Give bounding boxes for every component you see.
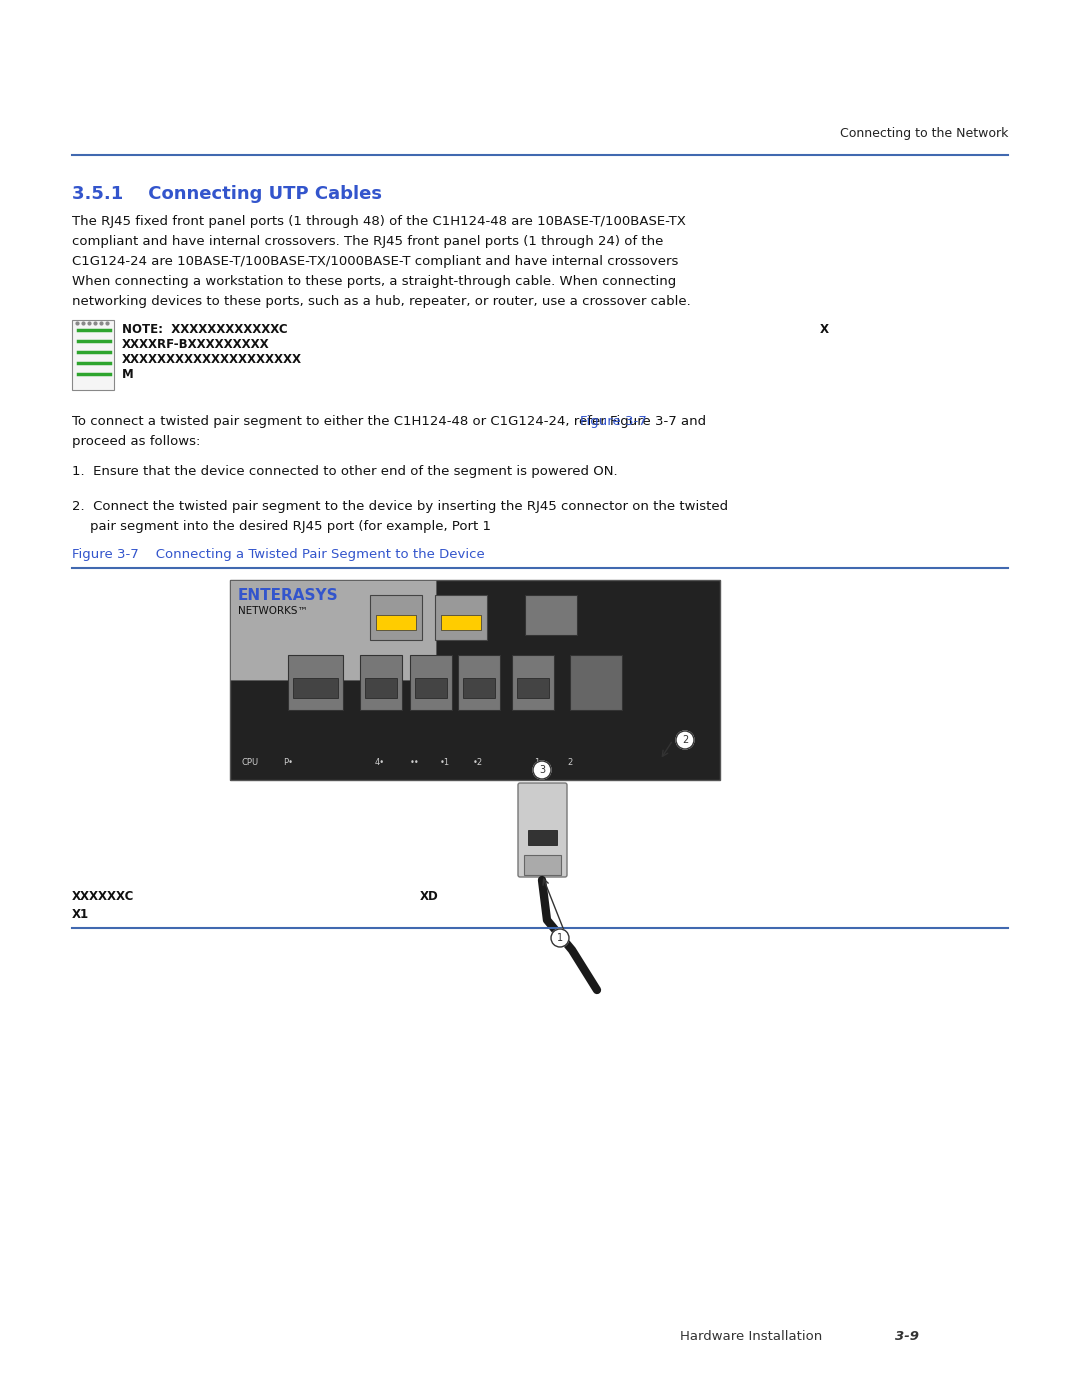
Text: C1G124-24 are 10BASE-T/100BASE-TX/1000BASE-T compliant and have internal crossov: C1G124-24 are 10BASE-T/100BASE-TX/1000BA… bbox=[72, 256, 678, 268]
FancyBboxPatch shape bbox=[458, 655, 500, 710]
Text: Hardware Installation: Hardware Installation bbox=[680, 1330, 822, 1343]
Text: 1: 1 bbox=[535, 759, 540, 767]
FancyBboxPatch shape bbox=[463, 678, 495, 698]
FancyBboxPatch shape bbox=[230, 580, 436, 680]
Text: 2: 2 bbox=[567, 759, 572, 767]
Text: 3-9: 3-9 bbox=[895, 1330, 919, 1343]
FancyBboxPatch shape bbox=[528, 830, 557, 845]
FancyBboxPatch shape bbox=[72, 320, 114, 390]
Text: XXXXXXC: XXXXXXC bbox=[72, 890, 134, 902]
Text: CPU: CPU bbox=[242, 759, 258, 767]
Text: NETWORKS™: NETWORKS™ bbox=[238, 606, 308, 616]
Text: The RJ45 fixed front panel ports (1 through 48) of the C1H124-48 are 10BASE-T/10: The RJ45 fixed front panel ports (1 thro… bbox=[72, 215, 686, 228]
Text: 3: 3 bbox=[539, 766, 545, 775]
FancyBboxPatch shape bbox=[524, 855, 561, 875]
FancyBboxPatch shape bbox=[517, 678, 549, 698]
Text: NOTE:  XXXXXXXXXXXXC: NOTE: XXXXXXXXXXXXC bbox=[122, 323, 287, 337]
Text: X: X bbox=[820, 323, 829, 337]
Text: 2.  Connect the twisted pair segment to the device by inserting the RJ45 connect: 2. Connect the twisted pair segment to t… bbox=[72, 500, 728, 513]
Text: Figure 3-7: Figure 3-7 bbox=[580, 415, 647, 427]
FancyBboxPatch shape bbox=[370, 595, 422, 640]
FancyBboxPatch shape bbox=[230, 580, 720, 780]
Text: pair segment into the desired RJ45 port (for example, Port 1: pair segment into the desired RJ45 port … bbox=[90, 520, 491, 534]
FancyBboxPatch shape bbox=[365, 678, 397, 698]
Text: networking devices to these ports, such as a hub, repeater, or router, use a cro: networking devices to these ports, such … bbox=[72, 295, 691, 307]
Text: M: M bbox=[122, 367, 134, 381]
Circle shape bbox=[676, 731, 694, 749]
FancyBboxPatch shape bbox=[570, 655, 622, 710]
FancyBboxPatch shape bbox=[518, 782, 567, 877]
FancyBboxPatch shape bbox=[512, 655, 554, 710]
Text: 1.  Ensure that the device connected to other end of the segment is powered ON.: 1. Ensure that the device connected to o… bbox=[72, 465, 618, 478]
Text: When connecting a workstation to these ports, a straight-through cable. When con: When connecting a workstation to these p… bbox=[72, 275, 676, 288]
FancyBboxPatch shape bbox=[376, 615, 416, 630]
Text: 3.5.1    Connecting UTP Cables: 3.5.1 Connecting UTP Cables bbox=[72, 184, 382, 203]
Text: 4•: 4• bbox=[375, 759, 386, 767]
Text: X1: X1 bbox=[72, 908, 90, 921]
Text: Connecting to the Network: Connecting to the Network bbox=[839, 127, 1008, 140]
Text: ••: •• bbox=[410, 759, 420, 767]
Text: •1: •1 bbox=[440, 759, 450, 767]
Text: ENTERASYS: ENTERASYS bbox=[238, 588, 339, 604]
FancyBboxPatch shape bbox=[525, 595, 577, 636]
Text: XD: XD bbox=[420, 890, 438, 902]
FancyBboxPatch shape bbox=[415, 678, 447, 698]
Text: To connect a twisted pair segment to either the C1H124-48 or C1G124-24, refer Fi: To connect a twisted pair segment to eit… bbox=[72, 415, 706, 427]
Circle shape bbox=[551, 929, 569, 947]
Text: proceed as follows:: proceed as follows: bbox=[72, 434, 201, 448]
Circle shape bbox=[534, 761, 551, 780]
Text: XXXXRF-BXXXXXXXXX: XXXXRF-BXXXXXXXXX bbox=[122, 338, 270, 351]
Text: Figure 3-7    Connecting a Twisted Pair Segment to the Device: Figure 3-7 Connecting a Twisted Pair Seg… bbox=[72, 548, 485, 562]
Text: 2: 2 bbox=[681, 735, 688, 745]
FancyBboxPatch shape bbox=[293, 678, 338, 698]
FancyBboxPatch shape bbox=[441, 615, 481, 630]
FancyBboxPatch shape bbox=[435, 595, 487, 640]
Text: XXXXXXXXXXXXXXXXXXXX: XXXXXXXXXXXXXXXXXXXX bbox=[122, 353, 302, 366]
Text: P•: P• bbox=[283, 759, 293, 767]
Text: •2: •2 bbox=[473, 759, 483, 767]
Text: 1: 1 bbox=[557, 933, 563, 943]
FancyBboxPatch shape bbox=[288, 655, 343, 710]
Text: compliant and have internal crossovers. The RJ45 front panel ports (1 through 24: compliant and have internal crossovers. … bbox=[72, 235, 663, 249]
FancyBboxPatch shape bbox=[410, 655, 453, 710]
FancyBboxPatch shape bbox=[360, 655, 402, 710]
